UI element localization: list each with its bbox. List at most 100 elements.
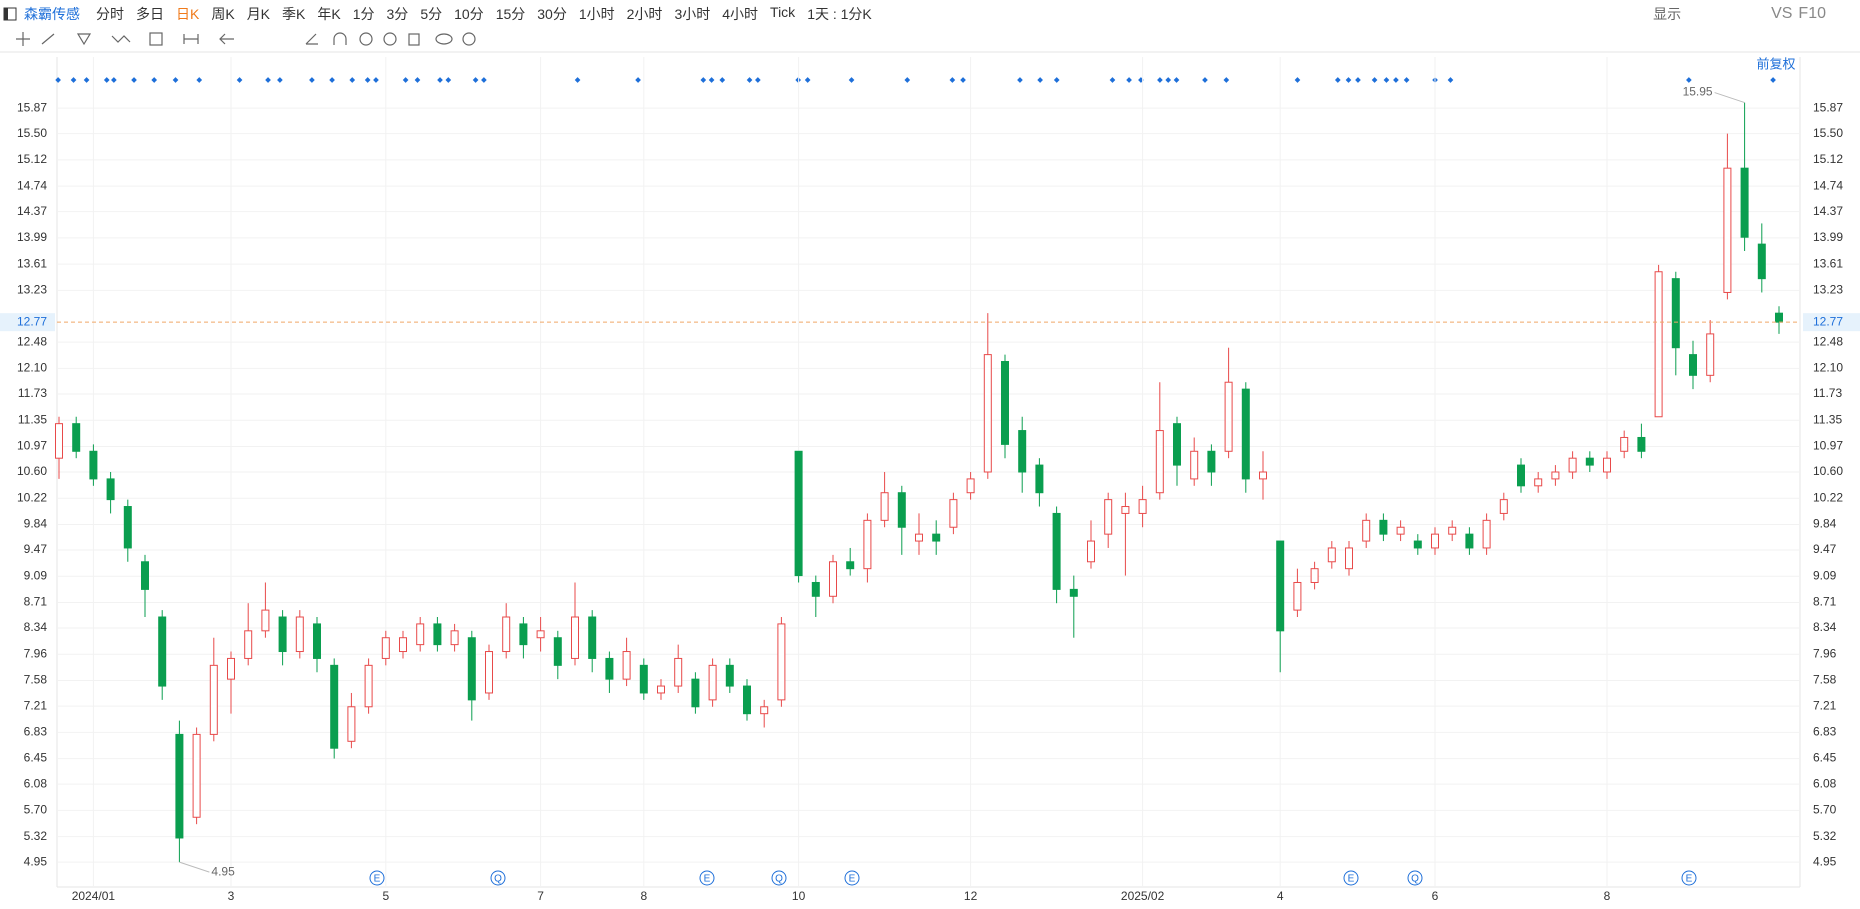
x-tick-label: 6 (1432, 889, 1439, 903)
candle-body (966, 478, 975, 494)
period-tab[interactable]: 分时 (96, 6, 124, 22)
candle-body (794, 450, 803, 577)
tool-angle[interactable] (305, 33, 318, 45)
candle-body (639, 664, 648, 694)
y-tick-label: 10.60 (17, 464, 47, 478)
tool-arrow[interactable] (219, 33, 234, 45)
tool-delete[interactable] (408, 33, 420, 46)
adjust-label[interactable]: 前复权 (1756, 56, 1795, 71)
event-dot (1202, 77, 1208, 83)
current-price-label-right: 12.77 (1813, 314, 1843, 328)
candle-body (1087, 540, 1095, 563)
period-tab[interactable]: 1天 : 1分K (807, 6, 872, 22)
y-tick-label: 13.61 (17, 256, 47, 270)
tool-line[interactable] (41, 33, 55, 45)
event-dot (755, 77, 761, 83)
tool-shape[interactable] (76, 33, 92, 46)
event-dot (103, 77, 110, 83)
event-dot (1345, 77, 1352, 83)
x-tick-label: 5 (382, 889, 389, 903)
candle-body (502, 616, 511, 653)
event-dot (848, 77, 855, 83)
period-tab[interactable]: 1小时 (578, 6, 615, 22)
y-tick-label-right: 15.87 (1813, 100, 1843, 114)
event-marker-label: E (704, 874, 711, 885)
y-tick-label: 9.09 (24, 568, 48, 582)
period-tab[interactable]: 5分 (420, 6, 443, 22)
period-tab[interactable]: 15分 (495, 6, 526, 22)
f10-button[interactable]: F10 (1798, 5, 1826, 22)
y-tick-label-right: 14.74 (1813, 178, 1843, 192)
vs-button[interactable]: VS (1771, 5, 1793, 22)
event-marker (699, 870, 715, 886)
y-tick-label-right: 7.96 (1813, 646, 1837, 660)
event-dot (949, 77, 956, 83)
y-tick-label: 14.74 (17, 178, 47, 192)
period-tab[interactable]: 10分 (454, 6, 484, 22)
candle-body (1706, 333, 1715, 376)
period-tab[interactable]: 3小时 (674, 6, 711, 22)
y-tick-label-right: 14.37 (1813, 204, 1843, 218)
candle-body (760, 706, 769, 715)
candle-body (485, 651, 493, 694)
event-dot (574, 77, 581, 83)
event-marker (490, 870, 506, 886)
x-tick-label: 4 (1277, 889, 1284, 903)
candle-body (1465, 533, 1474, 549)
sidebar-icon[interactable] (3, 7, 17, 21)
tool-magnet[interactable] (333, 32, 347, 45)
period-tab[interactable]: 4小时 (722, 6, 759, 22)
event-dot (1223, 77, 1230, 83)
display-menu[interactable]: 显示 (1653, 6, 1682, 22)
candle-body (1241, 388, 1250, 480)
tool-eye[interactable] (359, 32, 373, 46)
y-tick-label: 15.12 (17, 152, 47, 166)
candle-body (347, 706, 356, 742)
tool-move[interactable] (16, 32, 30, 46)
period-tab[interactable]: 季K (282, 6, 306, 22)
candle-body (123, 506, 132, 549)
period-tab[interactable]: 2小时 (626, 6, 663, 22)
tool-measure[interactable] (183, 34, 199, 44)
event-dot (83, 77, 90, 83)
y-tick-label-right: 8.71 (1813, 595, 1837, 609)
period-tab[interactable]: 3分 (386, 6, 409, 22)
stock-name[interactable]: 森霸传感 (24, 6, 80, 22)
period-tab[interactable]: 周K (211, 6, 235, 22)
candle-body (1637, 436, 1646, 452)
event-dot (1017, 77, 1023, 83)
event-dot (151, 77, 158, 83)
period-tab[interactable]: 1分 (352, 6, 375, 22)
event-marker-label: Q (494, 874, 502, 885)
y-tick-label-right: 13.61 (1813, 256, 1843, 270)
event-dot (373, 77, 379, 83)
candle-body (1379, 519, 1388, 535)
event-dot (414, 77, 421, 83)
period-tab[interactable]: 月K (246, 6, 271, 22)
tool-target[interactable] (383, 32, 397, 46)
min-label: 4.95 (211, 864, 235, 878)
y-tick-label: 15.50 (17, 126, 47, 140)
candle-body (1671, 278, 1680, 349)
y-tick-label-right: 5.70 (1813, 803, 1837, 817)
event-marker-label: E (374, 874, 381, 885)
y-tick-label-right: 10.60 (1813, 464, 1843, 478)
period-tab[interactable]: Tick (770, 4, 796, 20)
tool-link[interactable] (435, 33, 453, 45)
period-tab[interactable]: 日K (176, 6, 200, 22)
period-tab[interactable]: 多日 (136, 6, 164, 22)
tool-wave[interactable] (111, 35, 131, 43)
candle-body (381, 637, 390, 659)
candle-body (1001, 361, 1009, 445)
y-tick-label-right: 9.09 (1813, 568, 1837, 582)
event-dot (445, 77, 452, 83)
period-tab[interactable]: 年K (317, 6, 341, 22)
event-dot (364, 77, 371, 83)
y-tick-label-right: 12.10 (1813, 361, 1843, 375)
current-price-label: 12.77 (17, 314, 47, 328)
tool-fib[interactable] (149, 32, 163, 46)
tool-settings[interactable] (462, 32, 476, 46)
period-tab[interactable]: 30分 (537, 6, 567, 22)
